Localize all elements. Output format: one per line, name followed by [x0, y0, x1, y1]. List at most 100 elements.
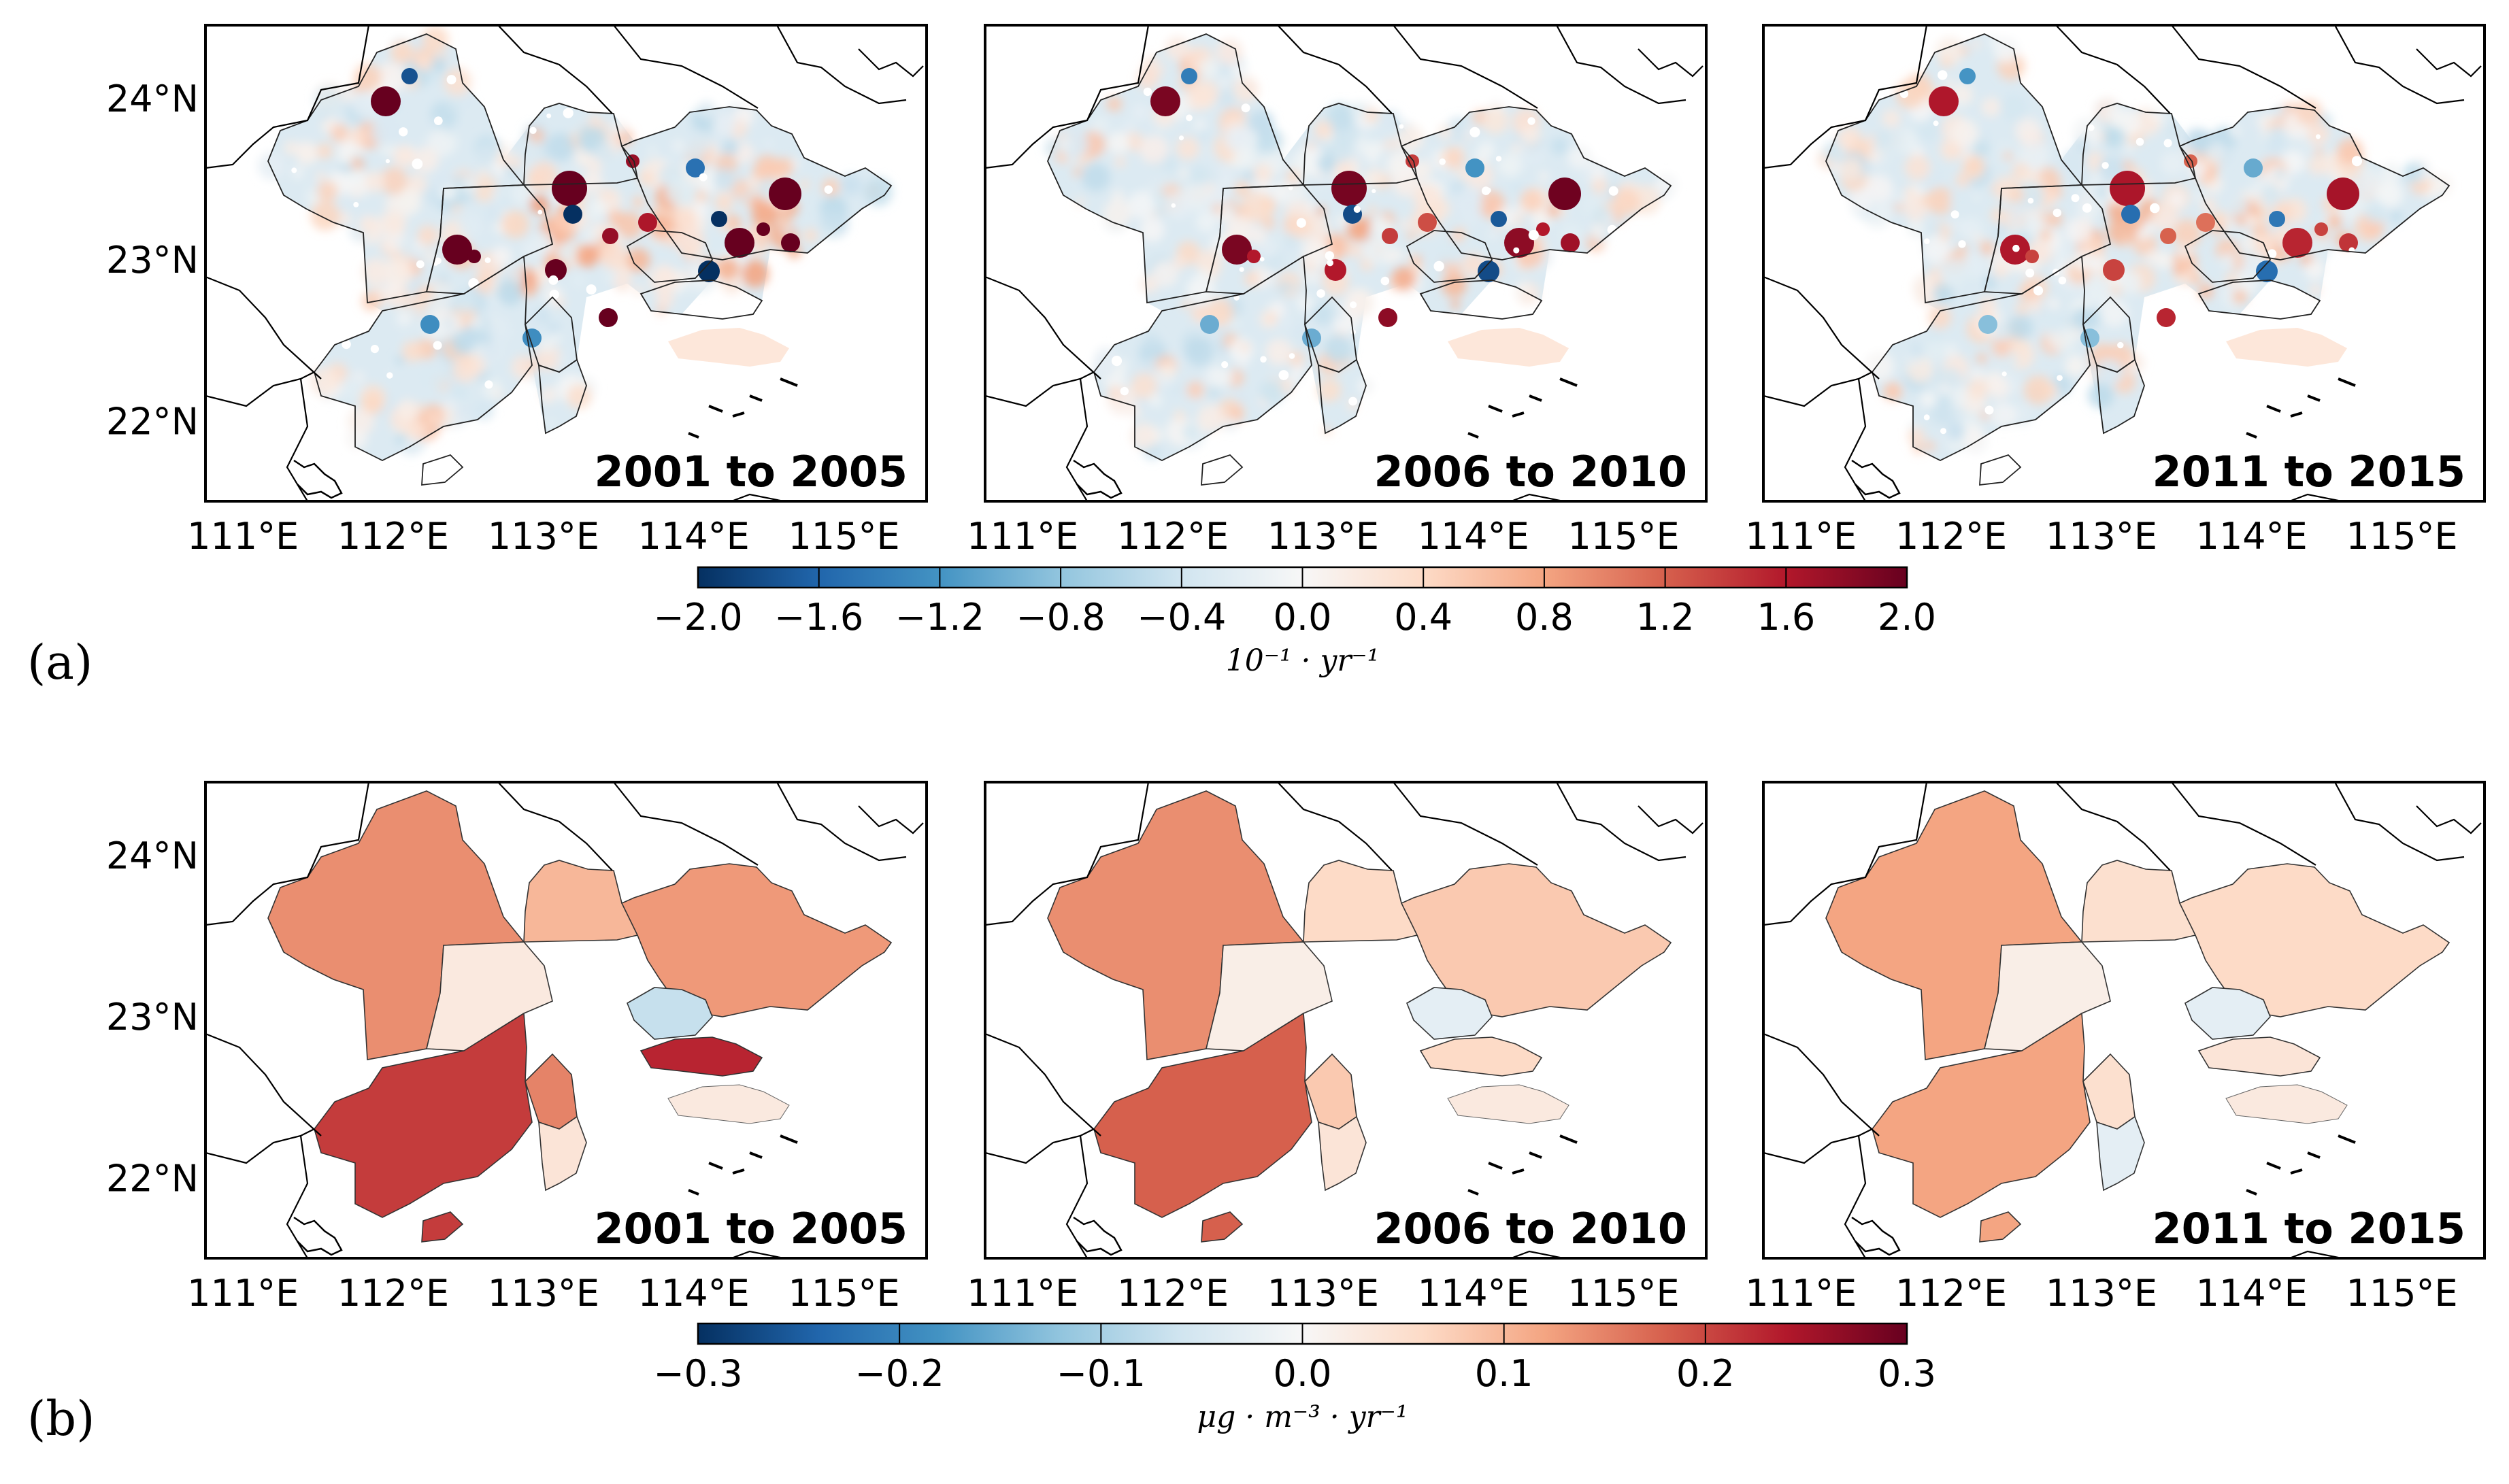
city-region-islands — [421, 1211, 464, 1243]
trend-pixel — [591, 199, 608, 216]
no-data-gap — [1933, 120, 1939, 127]
trend-pixel — [487, 316, 512, 341]
trend-pixel — [337, 147, 356, 165]
trend-pixel — [385, 394, 399, 407]
trend-pixel — [1925, 441, 1935, 452]
no-data-gap — [1924, 238, 1930, 245]
hong-kong-fill — [668, 328, 789, 367]
trend-pixel — [1197, 129, 1210, 142]
trend-pixel — [1593, 226, 1604, 237]
no-data-gap — [2315, 134, 2321, 139]
trend-pixel — [714, 193, 733, 212]
trend-pixel — [1090, 116, 1110, 135]
no-data-gap — [1958, 240, 1966, 248]
trend-hotspot — [2103, 259, 2125, 281]
trend-pixel — [1108, 386, 1122, 400]
trend-pixel — [296, 144, 318, 165]
trend-pixel — [1259, 239, 1278, 258]
province-boundary-line — [776, 25, 907, 105]
coastal-island — [2338, 377, 2356, 387]
trend-pixel — [2008, 214, 2020, 226]
trend-pixel — [733, 142, 754, 163]
no-data-gap — [2351, 156, 2363, 167]
trend-pixel — [1197, 268, 1211, 282]
trend-pixel — [1920, 392, 1935, 407]
trend-pixel — [339, 195, 357, 213]
x-tick-label: 111°E — [967, 515, 1078, 558]
province-boundary-line — [1556, 25, 1686, 105]
trend-pixel — [1179, 169, 1189, 178]
row-label: (b) — [27, 1391, 95, 1447]
coastal-island — [2307, 1151, 2321, 1159]
trend-pixel — [546, 133, 575, 162]
no-data-gap — [416, 260, 425, 269]
province-boundary-line — [1763, 371, 1873, 407]
city-region-guangzhou — [523, 860, 638, 943]
trend-pixel — [1317, 154, 1337, 173]
no-data-gap — [2082, 203, 2092, 213]
no-data-gap — [1288, 185, 1293, 190]
coastal-island — [2338, 1134, 2356, 1144]
province-boundary-line — [205, 1032, 322, 1136]
no-data-gap — [2025, 268, 2035, 277]
trend-pixel — [508, 156, 521, 169]
trend-pixel — [1950, 119, 1979, 148]
row-b: 2001 to 2005 2006 to 2010 2011 to 2015 111°… — [27, 781, 2486, 1447]
trend-pixel — [2028, 298, 2042, 312]
trend-pixel — [639, 171, 654, 186]
trend-pixel — [716, 257, 740, 281]
no-data-gap — [1296, 218, 1306, 228]
trend-pixel — [721, 139, 739, 157]
coastal-island — [688, 432, 699, 439]
coastal-island — [1488, 1162, 1503, 1170]
coastal-island — [2246, 1189, 2257, 1196]
trend-pixel — [1348, 243, 1363, 258]
no-data-gap — [1399, 124, 1404, 129]
trend-pixel — [1182, 424, 1199, 440]
trend-pixel — [1413, 184, 1442, 214]
panel-frame — [1762, 781, 2486, 1260]
trend-pixel — [2172, 248, 2197, 273]
trend-pixel — [1882, 109, 1901, 128]
trend-pixel — [510, 181, 535, 205]
trend-pixel — [1839, 157, 1863, 182]
coastal-island — [2266, 1162, 2281, 1170]
coastal-island — [749, 1151, 763, 1159]
city-region-shenzhen — [1419, 1036, 1543, 1077]
trend-hotspot — [1548, 178, 1581, 210]
trend-pixel — [1823, 141, 1844, 163]
trend-pixel — [1904, 186, 1917, 199]
trend-hotspot — [1478, 260, 1499, 282]
trend-pixel — [2155, 251, 2173, 269]
province-boundary-line — [205, 1128, 315, 1164]
trend-pixel — [1612, 188, 1641, 216]
province-boundary-line — [1556, 782, 1686, 862]
province-boundary-line — [1277, 782, 1393, 871]
no-data-gap — [399, 127, 408, 137]
trend-pixel — [1206, 366, 1229, 390]
no-data-gap — [1178, 135, 1184, 141]
y-tick-label: 24°N — [106, 78, 199, 120]
province-boundary-line — [1763, 1128, 1873, 1164]
no-data-gap — [484, 380, 493, 389]
no-data-gap — [2033, 286, 2044, 296]
trend-pixel — [1115, 156, 1126, 167]
panel-title: 2011 to 2015 — [2152, 447, 2465, 496]
x-tick-label: 111°E — [967, 1272, 1078, 1315]
no-data-gap — [2071, 194, 2080, 203]
trend-pixel — [1253, 163, 1272, 183]
x-tick-label: 113°E — [2046, 1272, 2157, 1315]
trend-pixel — [2121, 237, 2131, 246]
trend-pixel — [1944, 343, 1958, 357]
province-boundary-line — [1763, 1032, 1880, 1136]
trend-hotspot — [401, 68, 418, 84]
no-data-gap — [1607, 224, 1617, 235]
trend-pixel — [2295, 99, 2323, 126]
trend-pixel — [1181, 299, 1192, 309]
trend-pixel — [1510, 180, 1523, 194]
trend-pixel — [1123, 120, 1136, 133]
hong-kong-fill — [2226, 328, 2347, 367]
no-data-gap — [1348, 397, 1357, 406]
trend-pixel — [2167, 190, 2186, 209]
panel-title: 2001 to 2005 — [594, 447, 908, 496]
